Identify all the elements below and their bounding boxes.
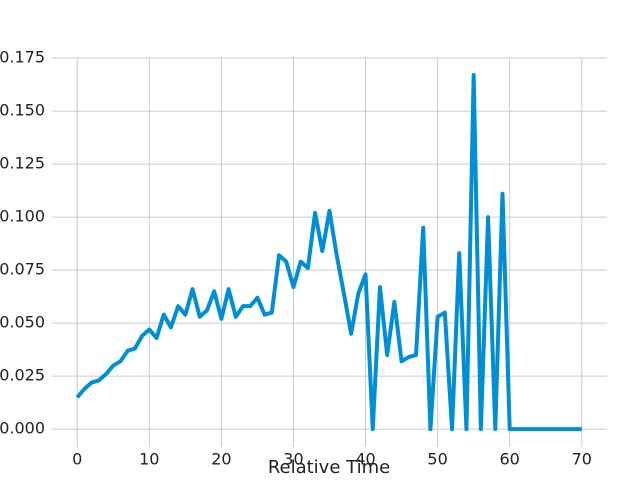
x-tick-label: 70	[572, 450, 592, 469]
x-tick-label: 0	[72, 450, 82, 469]
x-tick-label: 20	[211, 450, 231, 469]
x-axis-label: Relative Time	[268, 457, 390, 478]
y-tick-label: 0.150	[0, 101, 45, 120]
y-tick-label: 0.100	[0, 207, 45, 226]
data-line	[75, 73, 582, 432]
x-tick-label: 60	[500, 450, 520, 469]
y-tick-label: 0.050	[0, 313, 45, 332]
y-tick-label: 0.175	[0, 48, 45, 67]
y-tick-label: 0.025	[0, 366, 45, 385]
y-tick-label: 0.075	[0, 260, 45, 279]
x-tick-label: 40	[355, 450, 375, 469]
x-tick-label: 30	[283, 450, 303, 469]
x-tick-label: 50	[427, 450, 447, 469]
x-tick-label: 10	[139, 450, 159, 469]
y-tick-label: 0.000	[0, 419, 45, 438]
y-tick-label: 0.125	[0, 154, 45, 173]
